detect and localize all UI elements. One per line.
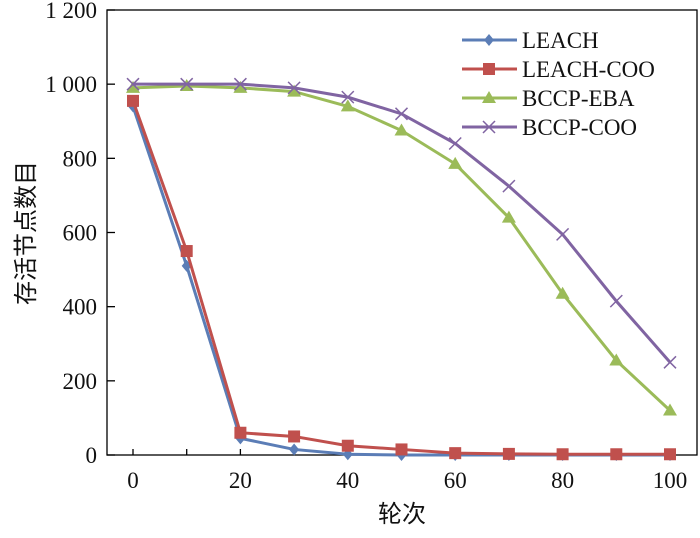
x-marker [609, 294, 623, 308]
legend-label: LEACH [522, 28, 599, 53]
square-marker [288, 430, 301, 443]
y-tick-label: 1 000 [45, 72, 97, 97]
legend-item: BCCP-EBA [462, 86, 635, 111]
legend-item: LEACH-COO [462, 57, 655, 82]
legend-label: BCCP-EBA [522, 86, 635, 111]
y-tick-label: 400 [63, 295, 98, 320]
y-tick-label: 600 [63, 221, 98, 246]
square-marker [127, 94, 139, 107]
y-tick-label: 1 200 [45, 0, 97, 23]
triangle-marker [663, 403, 677, 416]
x-axis-label: 轮次 [378, 501, 426, 528]
series-line [131, 105, 670, 457]
series-leach-coo [127, 94, 676, 461]
x-tick-label: 100 [653, 468, 688, 493]
square-marker [556, 448, 569, 461]
triangle-marker [233, 80, 248, 93]
triangle-marker [609, 353, 624, 366]
x-marker [482, 120, 496, 134]
x-marker [126, 77, 140, 91]
x-tick-label: 80 [551, 468, 574, 493]
legend-label: BCCP-COO [522, 115, 637, 140]
x-marker [341, 90, 355, 104]
x-marker [663, 355, 677, 369]
triangle-marker [126, 80, 140, 93]
square-marker [341, 439, 354, 452]
diamond-marker [289, 443, 300, 456]
triangle-marker [287, 84, 302, 97]
x-marker [556, 227, 570, 241]
x-tick-label: 40 [336, 468, 359, 493]
triangle-marker [340, 99, 355, 112]
square-marker [483, 63, 495, 75]
square-marker [180, 245, 193, 258]
triangle-marker [501, 210, 516, 223]
series-bccp-coo [126, 77, 677, 369]
x-tick-label: 0 [127, 468, 139, 493]
x-marker [502, 179, 516, 193]
series-leach [128, 100, 675, 461]
series-line [131, 100, 670, 456]
x-marker [287, 81, 301, 95]
y-tick-label: 0 [86, 443, 98, 468]
x-tick-label: 20 [229, 468, 252, 493]
square-marker [234, 426, 247, 439]
legend-item: BCCP-COO [462, 115, 637, 140]
x-marker [233, 77, 247, 91]
triangle-marker [394, 123, 409, 136]
y-axis-label: 存活节点数目 [13, 161, 40, 305]
square-marker [610, 448, 623, 461]
y-tick-label: 800 [63, 146, 98, 171]
x-marker [448, 136, 462, 151]
square-marker [664, 448, 676, 461]
y-tick-label: 200 [63, 369, 98, 394]
triangle-marker [482, 91, 496, 103]
x-marker [394, 107, 409, 121]
diamond-marker [484, 34, 494, 46]
x-tick-label: 60 [444, 468, 467, 493]
legend-label: LEACH-COO [522, 57, 655, 82]
legend-item: LEACH [462, 28, 599, 53]
x-marker [180, 77, 194, 91]
square-marker [395, 443, 408, 456]
triangle-marker [448, 156, 463, 169]
square-marker [449, 447, 462, 460]
triangle-marker [555, 286, 570, 299]
square-marker [502, 447, 515, 460]
